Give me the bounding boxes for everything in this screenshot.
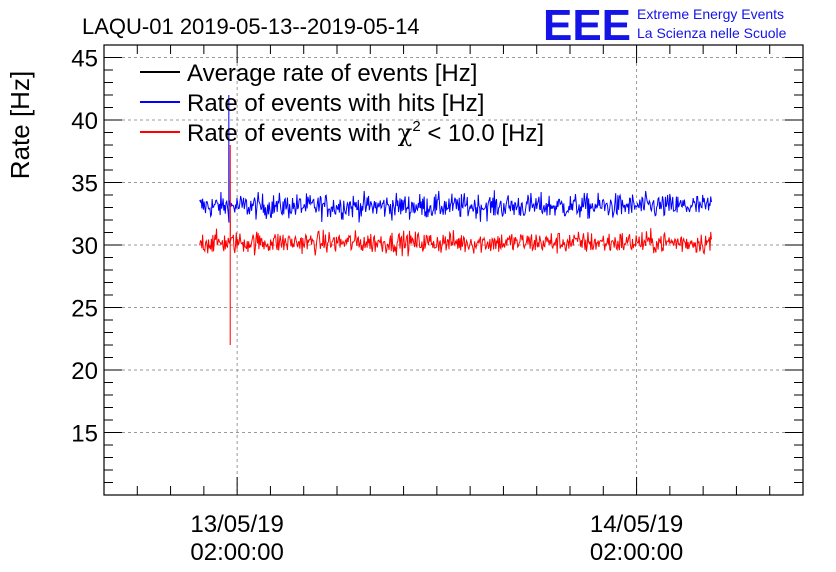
legend-label-0: Average rate of events [Hz] <box>187 60 477 87</box>
series-line-1 <box>199 94 712 223</box>
axes: 1520253035404513/05/1902:00:0014/05/1902… <box>71 44 804 566</box>
y-tick-label: 25 <box>71 296 98 323</box>
y-tick-label: 20 <box>71 358 98 385</box>
y-tick-label: 40 <box>71 108 98 135</box>
legend-label-1: Rate of events with hits [Hz] <box>187 90 484 117</box>
y-tick-label: 30 <box>71 233 98 260</box>
y-tick-label: 45 <box>71 46 98 73</box>
y-tick-label: 15 <box>71 421 98 448</box>
y-axis-label: Rate [Hz] <box>5 71 35 179</box>
legend: Average rate of events [Hz] Rate of event… <box>140 60 544 147</box>
series-line-2 <box>199 144 712 345</box>
logo-mark: EEE <box>543 1 631 50</box>
chart-title: LAQU-01 2019-05-13--2019-05-14 <box>82 14 420 39</box>
series-layer <box>199 94 712 345</box>
x-tick-date: 14/05/19 <box>590 511 683 538</box>
grid-lines <box>104 45 803 495</box>
y-tick-label: 35 <box>71 171 98 198</box>
logo-line2: La Scienza nelle Scuole <box>637 25 787 41</box>
logo-line1: Extreme Energy Events <box>637 6 784 22</box>
legend-label-2: Rate of events with χ2 < 10.0 [Hz] <box>187 118 544 147</box>
eee-logo: EEE Extreme Energy Events La Scienza nel… <box>543 1 787 50</box>
x-tick-time: 02:00:00 <box>190 539 283 566</box>
plot-frame <box>103 44 804 496</box>
x-tick-date: 13/05/19 <box>190 511 283 538</box>
x-tick-time: 02:00:00 <box>590 539 683 566</box>
